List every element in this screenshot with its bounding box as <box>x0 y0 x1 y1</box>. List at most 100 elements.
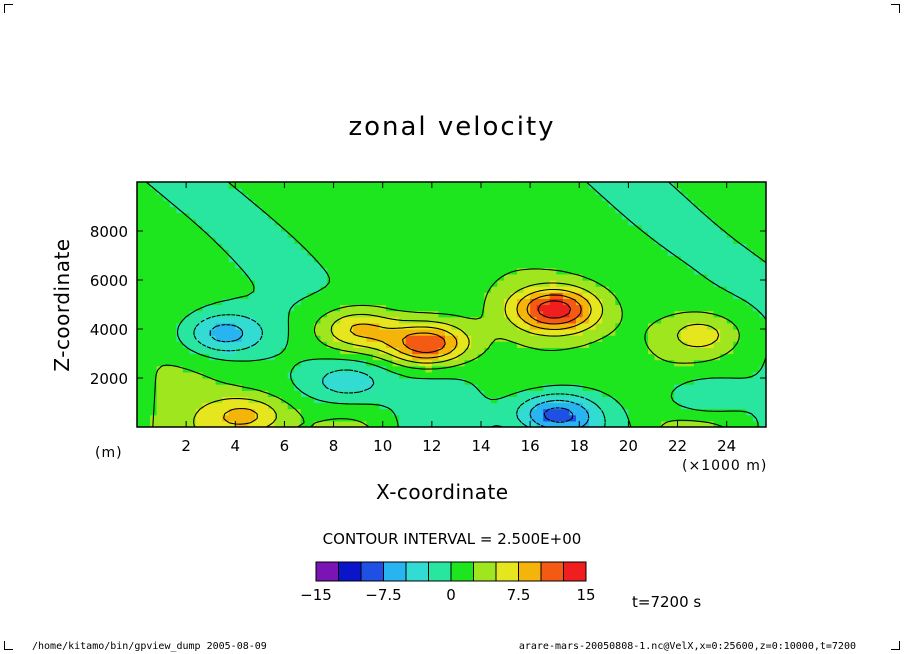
contour-cell <box>176 378 184 385</box>
contour-cell <box>674 414 682 422</box>
contour-cell <box>235 273 243 281</box>
contour-cell <box>641 310 649 318</box>
contour-cell <box>182 200 191 208</box>
contour-cell <box>372 365 381 373</box>
contour-cell <box>615 267 623 275</box>
contour-cell <box>484 414 492 422</box>
contour-cell <box>235 255 243 263</box>
contour-cell <box>320 280 328 287</box>
contour-cell <box>549 298 557 306</box>
contour-cell <box>733 231 741 238</box>
contour-cell <box>254 371 263 379</box>
contour-cell <box>366 249 374 257</box>
contour-cell <box>313 292 322 299</box>
contour-cell <box>182 347 191 355</box>
contour-cell <box>202 231 210 238</box>
contour-cell <box>215 396 223 404</box>
x-tick-label: 24 <box>717 437 736 455</box>
contour-cell <box>752 298 761 306</box>
contour-cell <box>327 267 335 275</box>
contour-cell <box>169 335 177 342</box>
contour-cell <box>405 347 413 355</box>
contour-cell <box>189 420 197 427</box>
contour-cell <box>569 414 577 422</box>
contour-cell <box>150 267 158 275</box>
contour-cell <box>700 194 708 201</box>
contour-cell <box>523 414 531 422</box>
contour-cell <box>733 402 741 410</box>
contour-cell <box>700 243 708 250</box>
contour-cell <box>602 243 610 250</box>
contour-cell <box>530 194 538 201</box>
contour-cell <box>530 304 538 312</box>
contour-cell <box>202 200 210 208</box>
contour-cell <box>425 335 433 342</box>
contour-cell <box>510 402 518 410</box>
contour-cell <box>621 267 629 275</box>
contour-cell <box>209 335 217 342</box>
contour-cell <box>137 212 145 220</box>
contour-cell <box>543 194 551 201</box>
contour-cell <box>503 347 512 355</box>
contour-cell <box>543 200 551 208</box>
contour-cell <box>654 224 662 232</box>
contour-cell <box>536 212 544 220</box>
contour-cell <box>680 420 688 427</box>
contour-cell <box>759 188 766 195</box>
contour-cell <box>268 182 276 189</box>
contour-cell <box>281 322 289 330</box>
contour-cell <box>327 390 335 397</box>
contour-cell <box>209 396 217 404</box>
contour-cell <box>549 206 557 214</box>
contour-cell <box>294 255 302 263</box>
contour-cell <box>307 243 315 250</box>
contour-cell <box>510 304 518 312</box>
contour-cell <box>215 384 223 391</box>
contour-cell <box>615 261 623 269</box>
contour-cell <box>680 298 688 306</box>
contour-cell <box>693 298 702 306</box>
contour-cell <box>471 304 479 312</box>
contour-cell <box>595 200 603 208</box>
contour-cell <box>215 261 223 269</box>
contour-cell <box>569 402 577 410</box>
contour-cell <box>143 182 151 189</box>
contour-cell <box>549 267 557 275</box>
contour-cell <box>674 212 682 220</box>
colorbar-swatch <box>315 561 339 582</box>
contour-cell <box>575 286 584 293</box>
contour-cell <box>287 359 295 367</box>
contour-cell <box>300 194 308 201</box>
contour-cell <box>182 304 191 312</box>
contour-cell <box>359 206 367 214</box>
contour-cell <box>510 231 518 238</box>
contour-cell <box>497 378 505 385</box>
contour-cell <box>222 267 230 275</box>
contour-cell <box>517 267 525 275</box>
contour-cell <box>543 322 551 330</box>
contour-cell <box>156 408 164 416</box>
contour-cell <box>451 414 459 422</box>
contour-cell <box>195 402 204 410</box>
contour-cell <box>274 359 282 367</box>
contour-cell <box>169 267 177 275</box>
contour-cell <box>307 304 315 312</box>
contour-cell <box>307 420 315 427</box>
contour-cell <box>517 280 525 287</box>
contour-cell <box>215 267 223 275</box>
contour-cell <box>353 384 361 391</box>
contour-cell <box>431 182 439 189</box>
contour-cell <box>313 365 322 373</box>
contour-cell <box>444 384 453 391</box>
contour-cell <box>589 396 597 404</box>
contour-cell <box>182 224 191 232</box>
contour-cell <box>517 200 525 208</box>
contour-cell <box>241 371 249 379</box>
contour-cell <box>575 390 584 397</box>
contour-cell <box>759 304 766 312</box>
contour-cell <box>661 390 669 397</box>
contour-cell <box>464 286 472 293</box>
contour-cell <box>307 249 315 257</box>
contour-cell <box>543 304 551 312</box>
contour-cell <box>615 218 623 226</box>
